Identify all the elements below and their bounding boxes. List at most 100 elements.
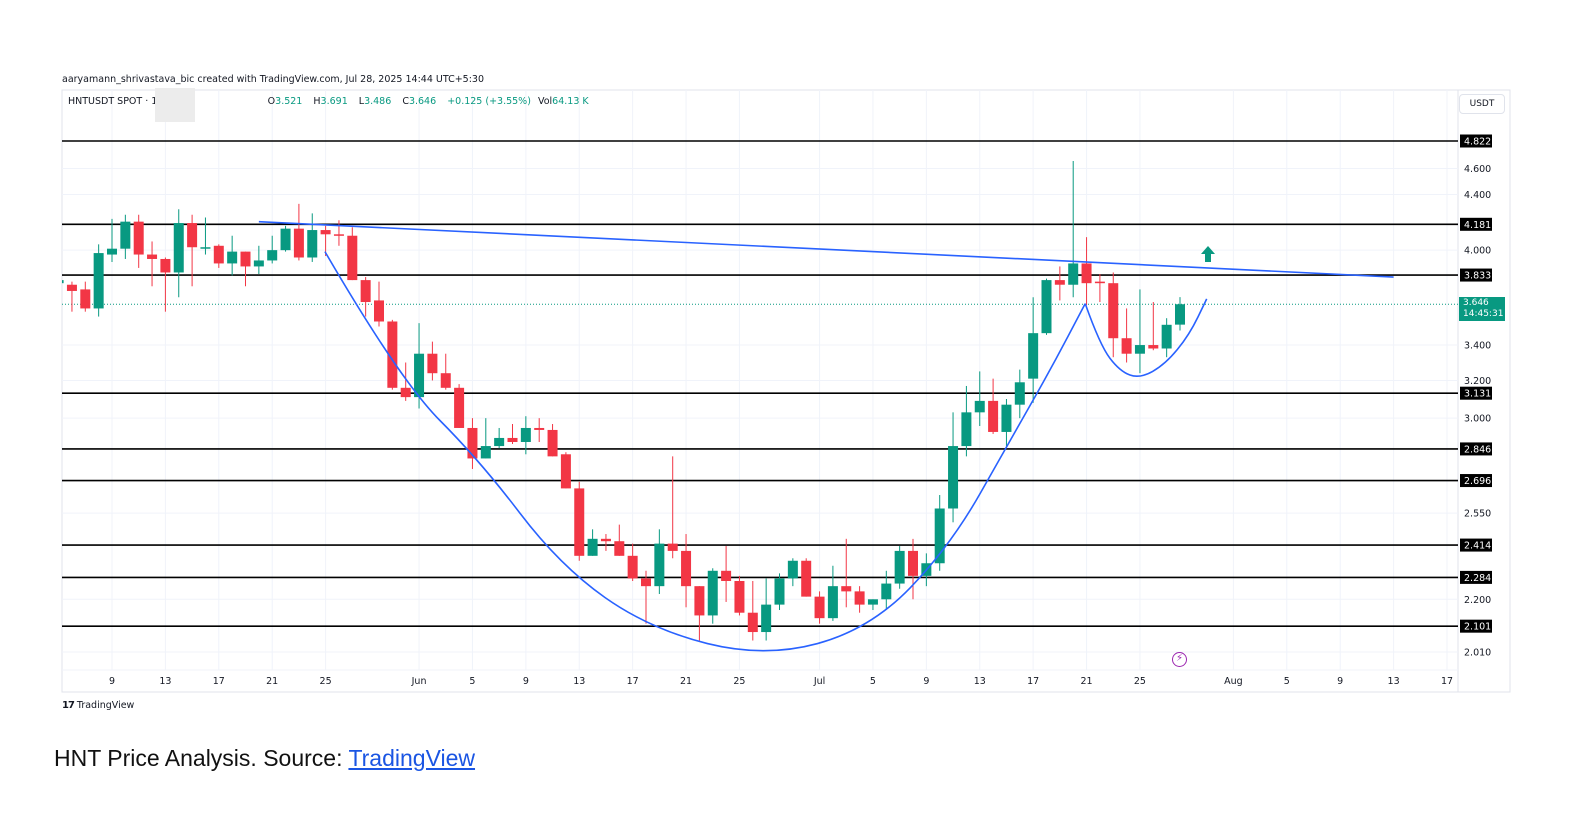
chart-credit: aaryamann_shrivastava_bic created with T… <box>62 74 485 85</box>
high-label: H <box>313 96 321 107</box>
grid <box>62 90 1458 670</box>
redacted-area <box>155 88 195 122</box>
candle-body <box>988 400 999 432</box>
candle-body <box>854 591 865 605</box>
lightning-event-icon[interactable]: ⚡ <box>1172 652 1187 667</box>
candle-body <box>1148 345 1159 349</box>
candle-body <box>1121 338 1132 354</box>
y-tick-label: 3.200 <box>1464 376 1491 387</box>
candle-body <box>600 538 611 542</box>
candle-body <box>80 289 91 309</box>
level-tag <box>1460 217 1492 231</box>
cup-curve <box>324 251 1086 652</box>
candle-body <box>641 578 651 587</box>
candle-body <box>761 604 772 633</box>
level-tag-label: 4.181 <box>1464 220 1491 231</box>
candle-body <box>1014 382 1025 405</box>
candle-body <box>814 596 825 619</box>
low-label: L <box>358 96 365 107</box>
candle-body <box>747 612 758 633</box>
last-price-tag: 3.646 14:45:31 <box>1459 297 1505 321</box>
candle-body <box>961 412 972 447</box>
x-tick-label: 25 <box>1134 676 1146 687</box>
caption-text: HNT Price Analysis. Source: <box>54 745 349 771</box>
candle-body <box>1001 404 1012 432</box>
candle-body <box>120 221 131 249</box>
candle-body <box>734 580 745 613</box>
level-tag <box>1460 538 1492 552</box>
candle-body <box>867 599 878 605</box>
x-tick-label: 9 <box>109 676 115 687</box>
y-tick-label: 2.550 <box>1464 509 1491 520</box>
candle-body <box>320 230 331 235</box>
drawings[interactable] <box>258 220 1394 652</box>
level-tag-label: 2.846 <box>1464 444 1491 455</box>
candle-body <box>66 284 77 291</box>
candle-body <box>774 578 785 605</box>
candle-body <box>908 550 918 576</box>
x-tick-label: 17 <box>213 676 225 687</box>
x-tick-label: 9 <box>1337 676 1343 687</box>
level-tag-label: 3.131 <box>1464 389 1491 400</box>
tradingview-logo[interactable]: 17 TradingView <box>62 700 134 711</box>
x-tick-label: 17 <box>1441 676 1453 687</box>
level-tag <box>1460 134 1492 148</box>
y-tick-label: 3.000 <box>1464 414 1491 425</box>
candle-body <box>841 586 852 592</box>
candle-body <box>147 254 158 259</box>
level-tag <box>1460 268 1492 282</box>
level-tag-label: 2.101 <box>1464 622 1491 633</box>
x-tick-label: 21 <box>266 676 278 687</box>
level-tag <box>1460 570 1492 584</box>
candle-body <box>827 586 838 619</box>
figure-caption: HNT Price Analysis. Source: TradingView <box>54 745 475 772</box>
tradingview-logo-text: TradingView <box>76 700 135 711</box>
x-tick-label: Aug <box>1224 676 1243 687</box>
level-tag-label: 4.822 <box>1464 137 1491 148</box>
source-link[interactable]: TradingView <box>348 745 476 771</box>
open-value: 3.521 <box>275 96 303 107</box>
level-tag <box>1460 442 1492 456</box>
candle-body <box>360 280 371 303</box>
trendline <box>258 220 1394 278</box>
candle-body <box>307 230 318 258</box>
last-price: 3.646 <box>1463 298 1489 308</box>
candle-body <box>480 446 491 459</box>
candle-body <box>787 560 798 579</box>
candle-body <box>681 550 692 587</box>
candle-body <box>227 251 238 264</box>
ohlc-legend: HNTUSDT SPOT · 1D O3.521 H3.691 L3.486 C… <box>68 96 597 107</box>
candle-body <box>440 373 451 388</box>
open-label: O <box>267 96 276 107</box>
currency-button[interactable]: USDT <box>1459 94 1505 114</box>
x-tick-label: Jul <box>813 676 825 687</box>
time-axis[interactable]: 9 13 17 21 25 Jun 5 9 13 17 21 25 Jul 5 9 13 17 21 25 Aug 5 9… <box>109 676 1453 687</box>
x-tick-label: 9 <box>923 676 929 687</box>
symbol-label[interactable]: HNTUSDT SPOT · 1D <box>68 96 165 107</box>
x-tick-label: 13 <box>1388 676 1400 687</box>
candle-body <box>454 387 465 428</box>
candle-body <box>801 560 812 597</box>
level-tag-label: 2.414 <box>1464 541 1491 552</box>
candle-body <box>1175 304 1185 325</box>
candle-body <box>280 228 291 251</box>
x-tick-label: 13 <box>573 676 585 687</box>
candle-body <box>654 543 665 587</box>
bar-countdown: 14:45:31 <box>1463 309 1504 319</box>
candle-body <box>614 541 625 556</box>
candle-body <box>200 247 211 249</box>
candle-body <box>894 550 905 584</box>
y-tick-label: 2.200 <box>1464 595 1491 606</box>
close-value: 3.646 <box>408 96 437 107</box>
x-tick-label: 13 <box>974 676 986 687</box>
price-axis[interactable]: 4.600 4.400 4.000 3.400 3.200 3.000 2.550 2.200… <box>1460 134 1492 659</box>
chart-frame <box>61 89 1511 693</box>
candle-body <box>62 280 64 284</box>
x-tick-label: 9 <box>523 676 529 687</box>
candle-body <box>213 245 224 264</box>
candle-body <box>173 223 184 273</box>
candle-body <box>253 260 264 267</box>
candle-body <box>1068 263 1079 285</box>
y-tick-label: 4.600 <box>1464 164 1491 175</box>
